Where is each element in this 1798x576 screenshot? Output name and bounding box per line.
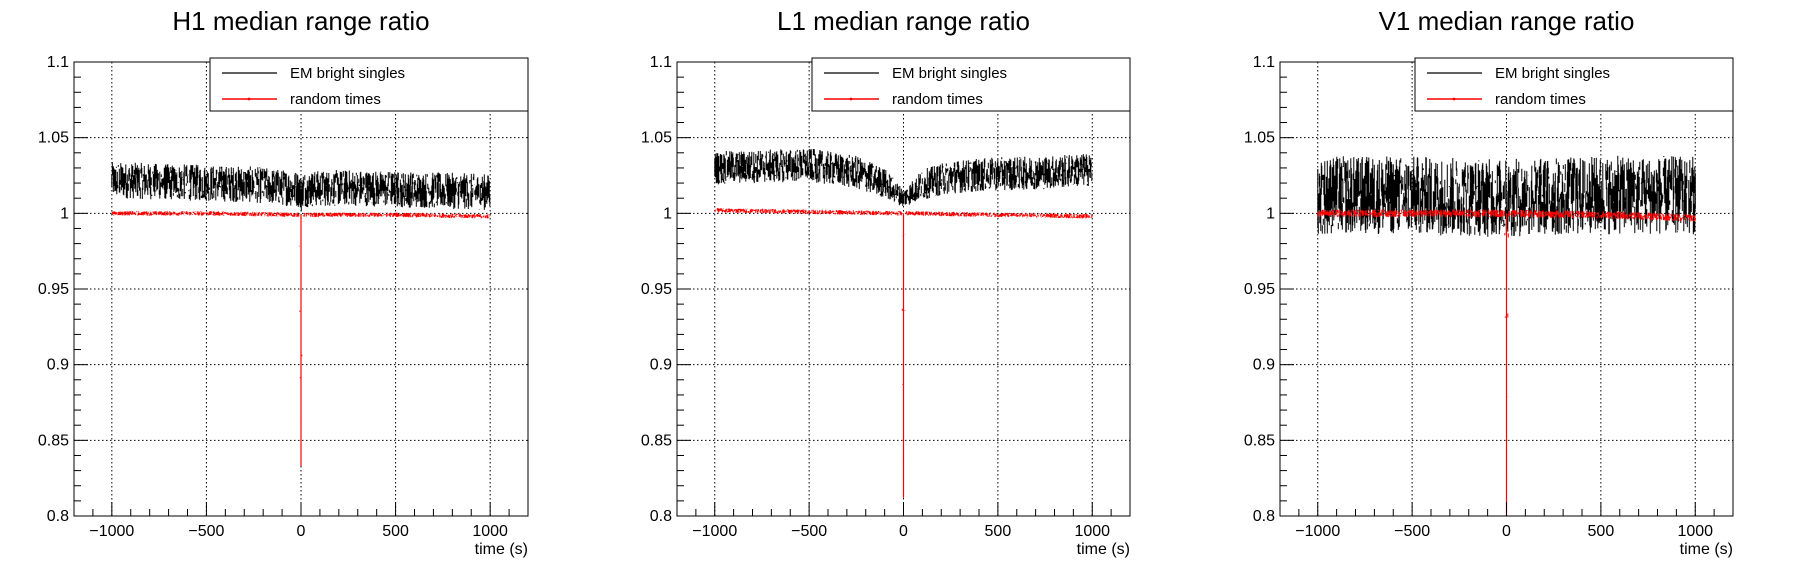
x-tick-label: −500 [1394, 523, 1430, 540]
series-random-times-trace [1317, 209, 1696, 477]
chart-panel-1: H1 median range ratio 0.8 0.85 0.9 0.95 1 1.05… [38, 6, 529, 558]
legend-box [811, 57, 1131, 112]
y-tick-label: 0.95 [38, 281, 69, 298]
legend-marker [849, 97, 853, 101]
y-tick-label: 0.85 [641, 432, 672, 449]
x-axis-label: time (s) [1680, 541, 1733, 558]
x-tick-label: −1000 [692, 523, 737, 540]
legend: EM bright singles random times [1414, 57, 1734, 112]
x-tick-label: 1000 [472, 523, 508, 540]
y-tick-label: 0.9 [47, 357, 69, 374]
series-em-bright-singles-trace [111, 162, 491, 212]
y-tick-label: 1 [1266, 205, 1275, 222]
x-axis-label: time (s) [475, 541, 528, 558]
y-tick-label: 1.05 [38, 130, 69, 147]
legend-box [209, 57, 529, 112]
chart-panel-3: V1 median range ratio 0.8 0.85 0.9 0.95 1 1.05… [1244, 6, 1734, 558]
y-tick-label: 0.85 [38, 432, 69, 449]
legend-label: random times [892, 91, 983, 108]
y-tick-label: 0.9 [1253, 357, 1275, 374]
y-tick-label: 1 [663, 205, 672, 222]
legend-marker [247, 97, 251, 101]
legend-label: EM bright singles [290, 65, 405, 82]
legend-label: random times [1495, 91, 1586, 108]
x-tick-label: 500 [382, 523, 409, 540]
x-tick-label: 500 [985, 523, 1012, 540]
chart-panel-2: L1 median range ratio 0.8 0.85 0.9 0.95 1 1.05… [641, 6, 1131, 558]
series-em-bright-singles-trace [714, 149, 1093, 206]
y-tick-label: 1.1 [650, 54, 672, 71]
y-tick-label: 1.05 [641, 130, 672, 147]
x-tick-label: −1000 [1295, 523, 1340, 540]
x-tick-label: 0 [1502, 523, 1511, 540]
x-tick-label: −500 [791, 523, 827, 540]
x-tick-label: 1000 [1677, 523, 1713, 540]
legend: EM bright singles random times [811, 57, 1131, 112]
legend: EM bright singles random times [209, 57, 529, 112]
x-tick-label: −1000 [89, 523, 134, 540]
x-tick-label: 0 [899, 523, 908, 540]
x-tick-label: 1000 [1074, 523, 1110, 540]
y-tick-label: 0.95 [1244, 281, 1275, 298]
chart-title: H1 median range ratio [172, 6, 429, 36]
chart-title: L1 median range ratio [777, 6, 1030, 36]
y-tick-label: 1.05 [1244, 130, 1275, 147]
series-random-times-trace [111, 211, 491, 445]
x-tick-label: 0 [297, 523, 306, 540]
series-random-times-trace [714, 208, 1093, 461]
x-tick-label: −500 [188, 523, 224, 540]
y-tick-label: 1.1 [47, 54, 69, 71]
y-tick-label: 0.8 [47, 508, 69, 525]
legend-label: EM bright singles [892, 65, 1007, 82]
chart-title: V1 median range ratio [1379, 6, 1635, 36]
y-tick-label: 1 [60, 205, 69, 222]
y-tick-label: 0.8 [650, 508, 672, 525]
y-tick-label: 0.95 [641, 281, 672, 298]
series-em-bright-singles-trace [1317, 155, 1696, 237]
y-tick-label: 0.85 [1244, 432, 1275, 449]
y-tick-label: 0.8 [1253, 508, 1275, 525]
legend-label: random times [290, 91, 381, 108]
legend-label: EM bright singles [1495, 65, 1610, 82]
y-tick-label: 1.1 [1253, 54, 1275, 71]
x-axis-label: time (s) [1077, 541, 1130, 558]
x-tick-label: 500 [1588, 523, 1615, 540]
legend-marker [1452, 97, 1456, 101]
legend-box [1414, 57, 1734, 112]
y-tick-label: 0.9 [650, 357, 672, 374]
